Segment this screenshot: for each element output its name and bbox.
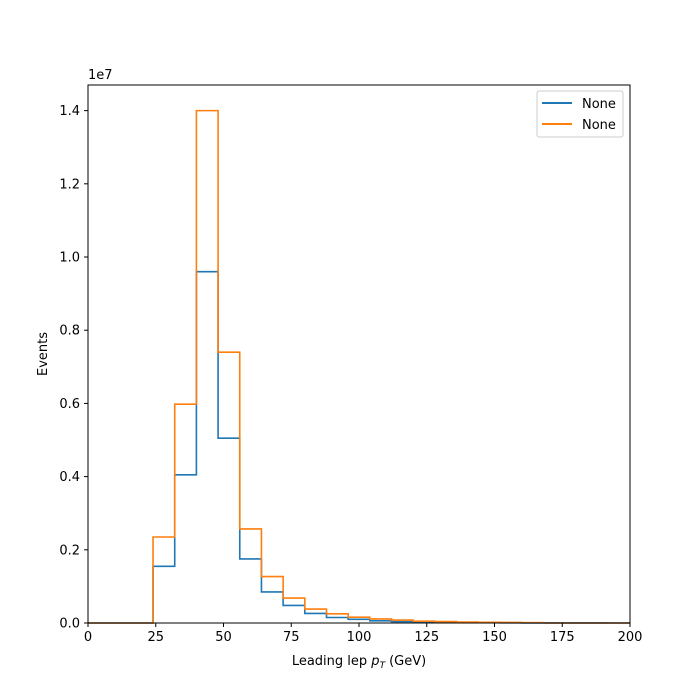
y-tick-label: 0.2: [59, 543, 80, 558]
x-axis-label-math: p: [370, 654, 379, 669]
y-tick-label: 0.0: [59, 617, 80, 632]
x-tick-label: 100: [347, 630, 372, 645]
y-tick-label: 1.4: [59, 104, 80, 119]
x-tick-label: 200: [618, 630, 643, 645]
x-axis: 0 25 50 75 100 125 150 175 200: [84, 623, 643, 645]
x-tick-label: 0: [84, 630, 92, 645]
x-tick-label: 175: [550, 630, 575, 645]
x-tick-label: 25: [147, 630, 164, 645]
y-tick-label: 1.0: [59, 251, 80, 266]
y-tick-label: 0.6: [59, 397, 80, 412]
y-tick-label: 0.8: [59, 324, 80, 339]
x-axis-label-unit: (GeV): [389, 654, 426, 669]
histogram-series-2: [88, 109, 630, 624]
legend: None None: [536, 90, 624, 138]
x-axis-label-subscript: T: [380, 661, 387, 671]
x-tick-label: 150: [482, 630, 507, 645]
y-axis-label: Events: [36, 332, 51, 376]
y-offset-text: 1e7: [88, 68, 113, 83]
x-tick-label: 50: [215, 630, 232, 645]
x-axis-label: Leading lep pT (GeV): [292, 654, 426, 671]
x-tick-label: 125: [414, 630, 439, 645]
y-tick-label: 1.2: [59, 177, 80, 192]
legend-entry-series-2: None: [582, 118, 616, 133]
x-tick-label: 75: [283, 630, 300, 645]
y-axis: 0.0 0.2 0.4 0.6 0.8 1.0 1.2 1.4: [59, 104, 88, 632]
y-tick-label: 0.4: [59, 470, 80, 485]
legend-entry-series-1: None: [582, 97, 616, 112]
x-axis-label-main: Leading lep: [292, 654, 367, 669]
